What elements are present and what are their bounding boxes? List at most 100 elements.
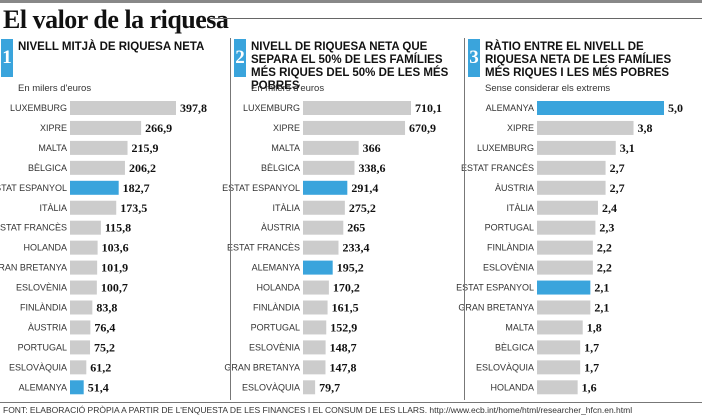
- bar-alemanya: [70, 380, 84, 395]
- bar-estat-frances: [537, 160, 606, 175]
- bar-portugal: [537, 220, 596, 235]
- page-title: El valor de la riquesa: [3, 5, 229, 34]
- value-label-italia: 173,5: [120, 201, 147, 215]
- category-label-luxemburg: LUXEMBURG: [10, 103, 67, 113]
- value-label-eslovaquia: 79,7: [319, 380, 340, 394]
- bar-luxemburg: [303, 101, 411, 115]
- bar-belgica: [303, 160, 355, 175]
- category-label-alemanya: ALEMANYA: [19, 382, 67, 392]
- bar-gran-bretanya: [303, 360, 326, 375]
- value-label-luxemburg: 3,1: [620, 141, 635, 155]
- bar-alemanya: [537, 101, 664, 115]
- category-label-estat-frances: ESTAT FRANCÈS: [0, 223, 67, 233]
- value-label-holanda: 170,2: [333, 281, 360, 295]
- value-label-eslovenia: 2,2: [597, 261, 612, 275]
- value-label-estat-frances: 2,7: [610, 161, 625, 175]
- bar-italia: [70, 200, 117, 215]
- bar-chart-wealth-ratio: ALEMANYA 5,0 XIPRE 3,8 LUXEMBURG 3,1 ESTAT FRA…: [456, 101, 683, 395]
- panel-subtitle: En milers d'euros: [251, 83, 325, 94]
- category-label-holanda: HOLANDA: [256, 283, 300, 293]
- value-label-eslovaquia: 61,2: [90, 360, 111, 374]
- value-label-austria: 2,7: [610, 181, 625, 195]
- panel-title: RÀTIO ENTRE EL NIVELL DE RIQUESA NETA DE…: [485, 41, 672, 79]
- bar-portugal: [303, 320, 327, 335]
- category-label-belgica: BÈLGICA: [28, 163, 67, 173]
- panel-number-badge: 1: [1, 39, 13, 77]
- category-label-xipre: XIPRE: [40, 123, 67, 133]
- category-label-estat-espanyol: ESTAT ESPANYOL: [0, 183, 67, 193]
- category-label-malta: MALTA: [505, 322, 534, 332]
- category-label-xipre: XIPRE: [273, 123, 300, 133]
- category-label-austria: ÀUSTRIA: [28, 322, 67, 332]
- bar-holanda: [537, 380, 578, 395]
- bar-austria: [537, 180, 606, 195]
- value-label-xipre: 266,9: [145, 121, 172, 135]
- category-label-holanda: HOLANDA: [23, 243, 67, 253]
- category-label-estat-frances: ESTAT FRANCÈS: [461, 163, 534, 173]
- category-label-finlandia: FINLÀNDIA: [487, 243, 534, 253]
- bar-belgica: [70, 160, 125, 175]
- value-label-malta: 215,9: [132, 141, 159, 155]
- panel-median-wealth: 2 NIVELL DE RIQUESA NETA QUE SEPARA EL 5…: [222, 38, 461, 400]
- bar-estat-frances: [303, 240, 339, 255]
- bar-austria: [303, 220, 344, 235]
- bar-eslovaquia: [70, 360, 87, 375]
- category-label-alemanya: ALEMANYA: [252, 263, 300, 273]
- value-label-italia: 275,2: [349, 201, 376, 215]
- bar-eslovaquia: [537, 360, 581, 375]
- category-label-eslovenia: ESLOVÈNIA: [16, 283, 67, 293]
- value-label-estat-frances: 233,4: [342, 241, 369, 255]
- value-label-holanda: 1,6: [582, 380, 597, 394]
- value-label-alemanya: 195,2: [337, 261, 364, 275]
- category-label-finlandia: FINLÀNDIA: [253, 303, 300, 313]
- category-label-belgica: BÈLGICA: [495, 342, 534, 352]
- category-label-austria: ÀUSTRIA: [495, 183, 534, 193]
- value-label-belgica: 1,7: [584, 340, 599, 354]
- category-label-italia: ITÀLIA: [506, 203, 534, 213]
- category-label-eslovaquia: ESLOVÀQUIA: [9, 362, 67, 372]
- value-label-finlandia: 161,5: [332, 301, 359, 315]
- category-label-eslovenia: ESLOVÈNIA: [483, 263, 534, 273]
- category-label-eslovaquia: ESLOVÀQUIA: [476, 362, 534, 372]
- category-label-estat-espanyol: ESTAT ESPANYOL: [222, 183, 300, 193]
- bar-luxemburg: [70, 101, 176, 115]
- value-label-austria: 76,4: [94, 320, 115, 334]
- value-label-gran-bretanya: 147,8: [329, 360, 356, 374]
- category-label-italia: ITÀLIA: [272, 203, 300, 213]
- value-label-xipre: 670,9: [409, 121, 436, 135]
- source-note: FONT: ELABORACIÓ PRÒPIA A PARTIR DE L'EN…: [3, 405, 633, 415]
- bar-estat-frances: [70, 220, 101, 235]
- panel-divider: [464, 38, 465, 400]
- bar-austria: [70, 320, 91, 335]
- bar-chart-median-wealth: LUXEMBURG 710,1 XIPRE 670,9 MALTA 366 BÈLGICA 3…: [222, 101, 442, 395]
- value-label-malta: 366: [363, 141, 381, 155]
- bar-malta: [303, 140, 359, 155]
- panel-wealth-ratio: 3 RÀTIO ENTRE EL NIVELL DE RIQUESA NETA …: [456, 38, 695, 400]
- category-label-austria: ÀUSTRIA: [261, 223, 300, 233]
- bar-belgica: [537, 340, 581, 355]
- bar-xipre: [70, 120, 142, 135]
- value-label-eslovenia: 100,7: [101, 281, 128, 295]
- panel-number-badge: 3: [468, 39, 480, 77]
- value-label-portugal: 75,2: [94, 340, 115, 354]
- value-label-portugal: 152,9: [330, 320, 357, 334]
- bar-finlandia: [537, 240, 593, 255]
- category-label-italia: ITÀLIA: [39, 203, 67, 213]
- value-label-austria: 265: [347, 221, 365, 235]
- category-label-alemanya: ALEMANYA: [486, 103, 534, 113]
- bar-italia: [303, 200, 345, 215]
- value-label-belgica: 206,2: [129, 161, 156, 175]
- bar-eslovaquia: [303, 380, 316, 395]
- bar-estat-espanyol: [537, 280, 591, 295]
- title-rule: [210, 18, 702, 19]
- panel-title: NIVELL MITJÀ DE RIQUESA NETA: [18, 41, 205, 53]
- category-label-belgica: BÈLGICA: [261, 163, 300, 173]
- bar-eslovenia: [303, 340, 326, 355]
- panel-number-badge: 2: [234, 39, 246, 77]
- bar-luxemburg: [537, 140, 616, 155]
- bar-xipre: [303, 120, 406, 135]
- value-label-belgica: 338,6: [358, 161, 385, 175]
- bar-estat-espanyol: [303, 180, 348, 195]
- value-label-italia: 2,4: [602, 201, 617, 215]
- value-label-finlandia: 2,2: [597, 241, 612, 255]
